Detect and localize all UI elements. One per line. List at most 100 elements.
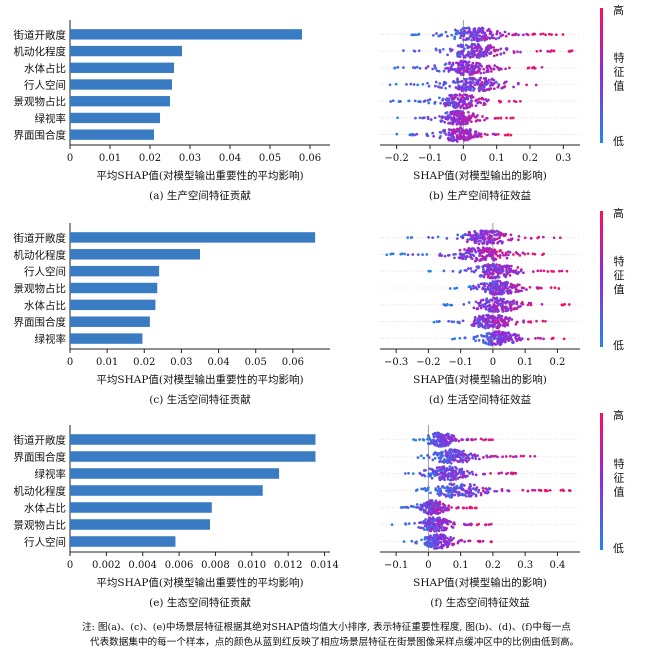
shap-point: [565, 269, 569, 273]
shap-point: [465, 26, 468, 30]
shap-point: [438, 536, 442, 540]
shap-point: [449, 535, 452, 539]
shap-point: [489, 339, 493, 342]
shap-point: [466, 70, 470, 73]
shap-point: [402, 540, 406, 543]
shap-point: [459, 472, 463, 476]
shap-point: [439, 533, 443, 536]
shap-point: [473, 83, 477, 87]
shap-point: [544, 319, 547, 323]
shap-point: [457, 439, 461, 443]
shap-point: [482, 283, 486, 287]
x-tick-label: 0.3: [555, 153, 571, 164]
shap-point: [417, 99, 421, 103]
shap-point: [489, 234, 492, 238]
shap-point: [535, 319, 538, 323]
shap-point: [467, 453, 471, 457]
colorbar-high-label: 高: [613, 408, 624, 422]
shap-point: [419, 521, 423, 524]
shap-point: [461, 257, 465, 261]
shap-point: [489, 472, 492, 475]
category-label: 水体占比: [24, 502, 66, 515]
shap-point: [467, 110, 470, 114]
shap-point: [474, 437, 477, 441]
shap-point: [503, 30, 507, 34]
shap-point: [470, 257, 474, 261]
shap-point: [458, 53, 461, 57]
shap-point: [439, 101, 442, 105]
shap-point: [497, 309, 500, 313]
shap-point: [400, 252, 404, 256]
shap-point: [467, 45, 470, 48]
shap-point: [500, 471, 503, 475]
shap-point: [461, 117, 465, 121]
shap-point: [487, 307, 491, 311]
shap-point: [444, 541, 447, 545]
colorbar: [600, 8, 603, 143]
bar-4: [70, 485, 263, 496]
shap-point: [442, 434, 445, 437]
bar-6: [70, 316, 150, 327]
category-label: 机动化程度: [14, 248, 67, 261]
beeswarm-row-5: [389, 93, 522, 110]
shap-point: [497, 99, 501, 103]
shap-point: [533, 488, 537, 492]
shap-point: [495, 32, 499, 36]
shap-point: [469, 523, 473, 527]
shap-point: [528, 285, 532, 289]
shap-point: [475, 134, 479, 138]
shap-point: [485, 333, 489, 337]
shap-point: [464, 130, 468, 134]
colorbar-mid-label: 特: [614, 254, 625, 268]
shap-point: [435, 547, 438, 550]
shap-point: [523, 236, 527, 240]
shap-point: [502, 286, 506, 290]
colorbar-mid-label: 征: [614, 269, 625, 282]
shap-point: [411, 472, 415, 475]
shap-point: [474, 473, 478, 477]
shap-point: [456, 506, 460, 510]
shap-point: [542, 269, 546, 273]
shap-point: [412, 83, 416, 86]
shap-point: [466, 238, 470, 242]
shap-point: [454, 101, 457, 105]
shap-point: [473, 239, 477, 243]
shap-point: [457, 87, 461, 91]
shap-point: [511, 116, 515, 120]
shap-point: [453, 493, 457, 497]
shap-point: [506, 321, 509, 325]
shap-point: [461, 234, 465, 238]
shap-point: [485, 50, 489, 54]
shap-point: [497, 335, 500, 338]
shap-point: [475, 65, 478, 69]
shap-point: [447, 450, 451, 454]
x-axis-label: SHAP值(对模型输出的影响): [413, 576, 547, 589]
beeswarm-row-6: [390, 516, 493, 533]
shap-point: [434, 503, 437, 506]
shap-point: [451, 122, 455, 126]
bar-4: [70, 282, 158, 294]
shap-point: [398, 100, 402, 104]
colorbar-low-label: 低: [613, 542, 624, 555]
shap-point: [429, 474, 432, 478]
x-tick-label: 0.008: [201, 560, 230, 571]
shap-point: [478, 67, 482, 71]
shap-point: [473, 453, 477, 456]
shap-point: [507, 268, 511, 271]
shap-point: [505, 267, 508, 271]
shap-point: [474, 339, 477, 343]
shap-point: [442, 83, 445, 87]
shap-point: [509, 454, 512, 458]
shap-point: [455, 138, 458, 142]
category-label: 水体占比: [24, 62, 66, 75]
x-tick-label: 0.02: [133, 357, 155, 368]
beeswarm-row-2: [416, 448, 537, 465]
shap-point: [482, 67, 486, 71]
shap-point: [505, 269, 508, 273]
shap-point: [485, 116, 488, 120]
panel-b: −0.2 −0.1 0 0.1 0.2 0.3 SHAP值(对模型输出的影响) (b) 生产空…: [380, 3, 625, 202]
shap-point: [479, 275, 482, 278]
shap-point: [446, 536, 449, 540]
shap-point: [448, 489, 452, 493]
shap-point: [444, 117, 448, 121]
